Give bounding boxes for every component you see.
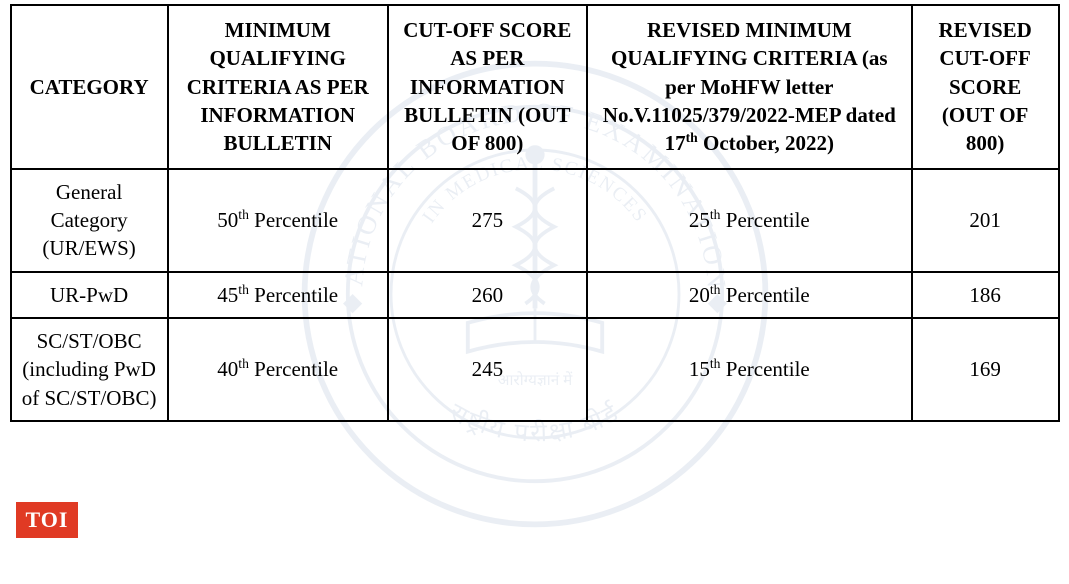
cell-cutoff: 245 [388, 318, 587, 421]
cell-cutoff: 260 [388, 272, 587, 318]
col-header-min-qual: MINIMUM QUALIFYING CRITERIA AS PER INFOR… [168, 5, 388, 169]
cell-rev-cutoff: 186 [912, 272, 1059, 318]
cell-cutoff: 275 [388, 169, 587, 272]
cell-rev-qual: 20th Percentile [587, 272, 912, 318]
cell-min-qual: 40th Percentile [168, 318, 388, 421]
table-row: SC/ST/OBC (including PwD of SC/ST/OBC)40… [11, 318, 1059, 421]
toi-badge-text: TOI [26, 507, 69, 533]
col-header-rev-cutoff: REVISED CUT-OFF SCORE (OUT OF 800) [912, 5, 1059, 169]
cell-rev-qual: 25th Percentile [587, 169, 912, 272]
cutoff-table: CATEGORY MINIMUM QUALIFYING CRITERIA AS … [10, 4, 1060, 422]
cell-min-qual: 45th Percentile [168, 272, 388, 318]
cell-category: SC/ST/OBC (including PwD of SC/ST/OBC) [11, 318, 168, 421]
toi-badge: TOI [16, 502, 78, 538]
cell-rev-qual: 15th Percentile [587, 318, 912, 421]
table-body: General Category (UR/EWS)50th Percentile… [11, 169, 1059, 421]
cell-rev-cutoff: 201 [912, 169, 1059, 272]
col-header-category: CATEGORY [11, 5, 168, 169]
cell-min-qual: 50th Percentile [168, 169, 388, 272]
table-row: General Category (UR/EWS)50th Percentile… [11, 169, 1059, 272]
table-row: UR-PwD45th Percentile26020th Percentile1… [11, 272, 1059, 318]
table-header-row: CATEGORY MINIMUM QUALIFYING CRITERIA AS … [11, 5, 1059, 169]
col-header-cutoff: CUT-OFF SCORE AS PER INFORMATION BULLETI… [388, 5, 587, 169]
cell-category: General Category (UR/EWS) [11, 169, 168, 272]
cell-category: UR-PwD [11, 272, 168, 318]
cell-rev-cutoff: 169 [912, 318, 1059, 421]
col-header-rev-qual: REVISED MINIMUM QUALIFYING CRITERIA (as … [587, 5, 912, 169]
